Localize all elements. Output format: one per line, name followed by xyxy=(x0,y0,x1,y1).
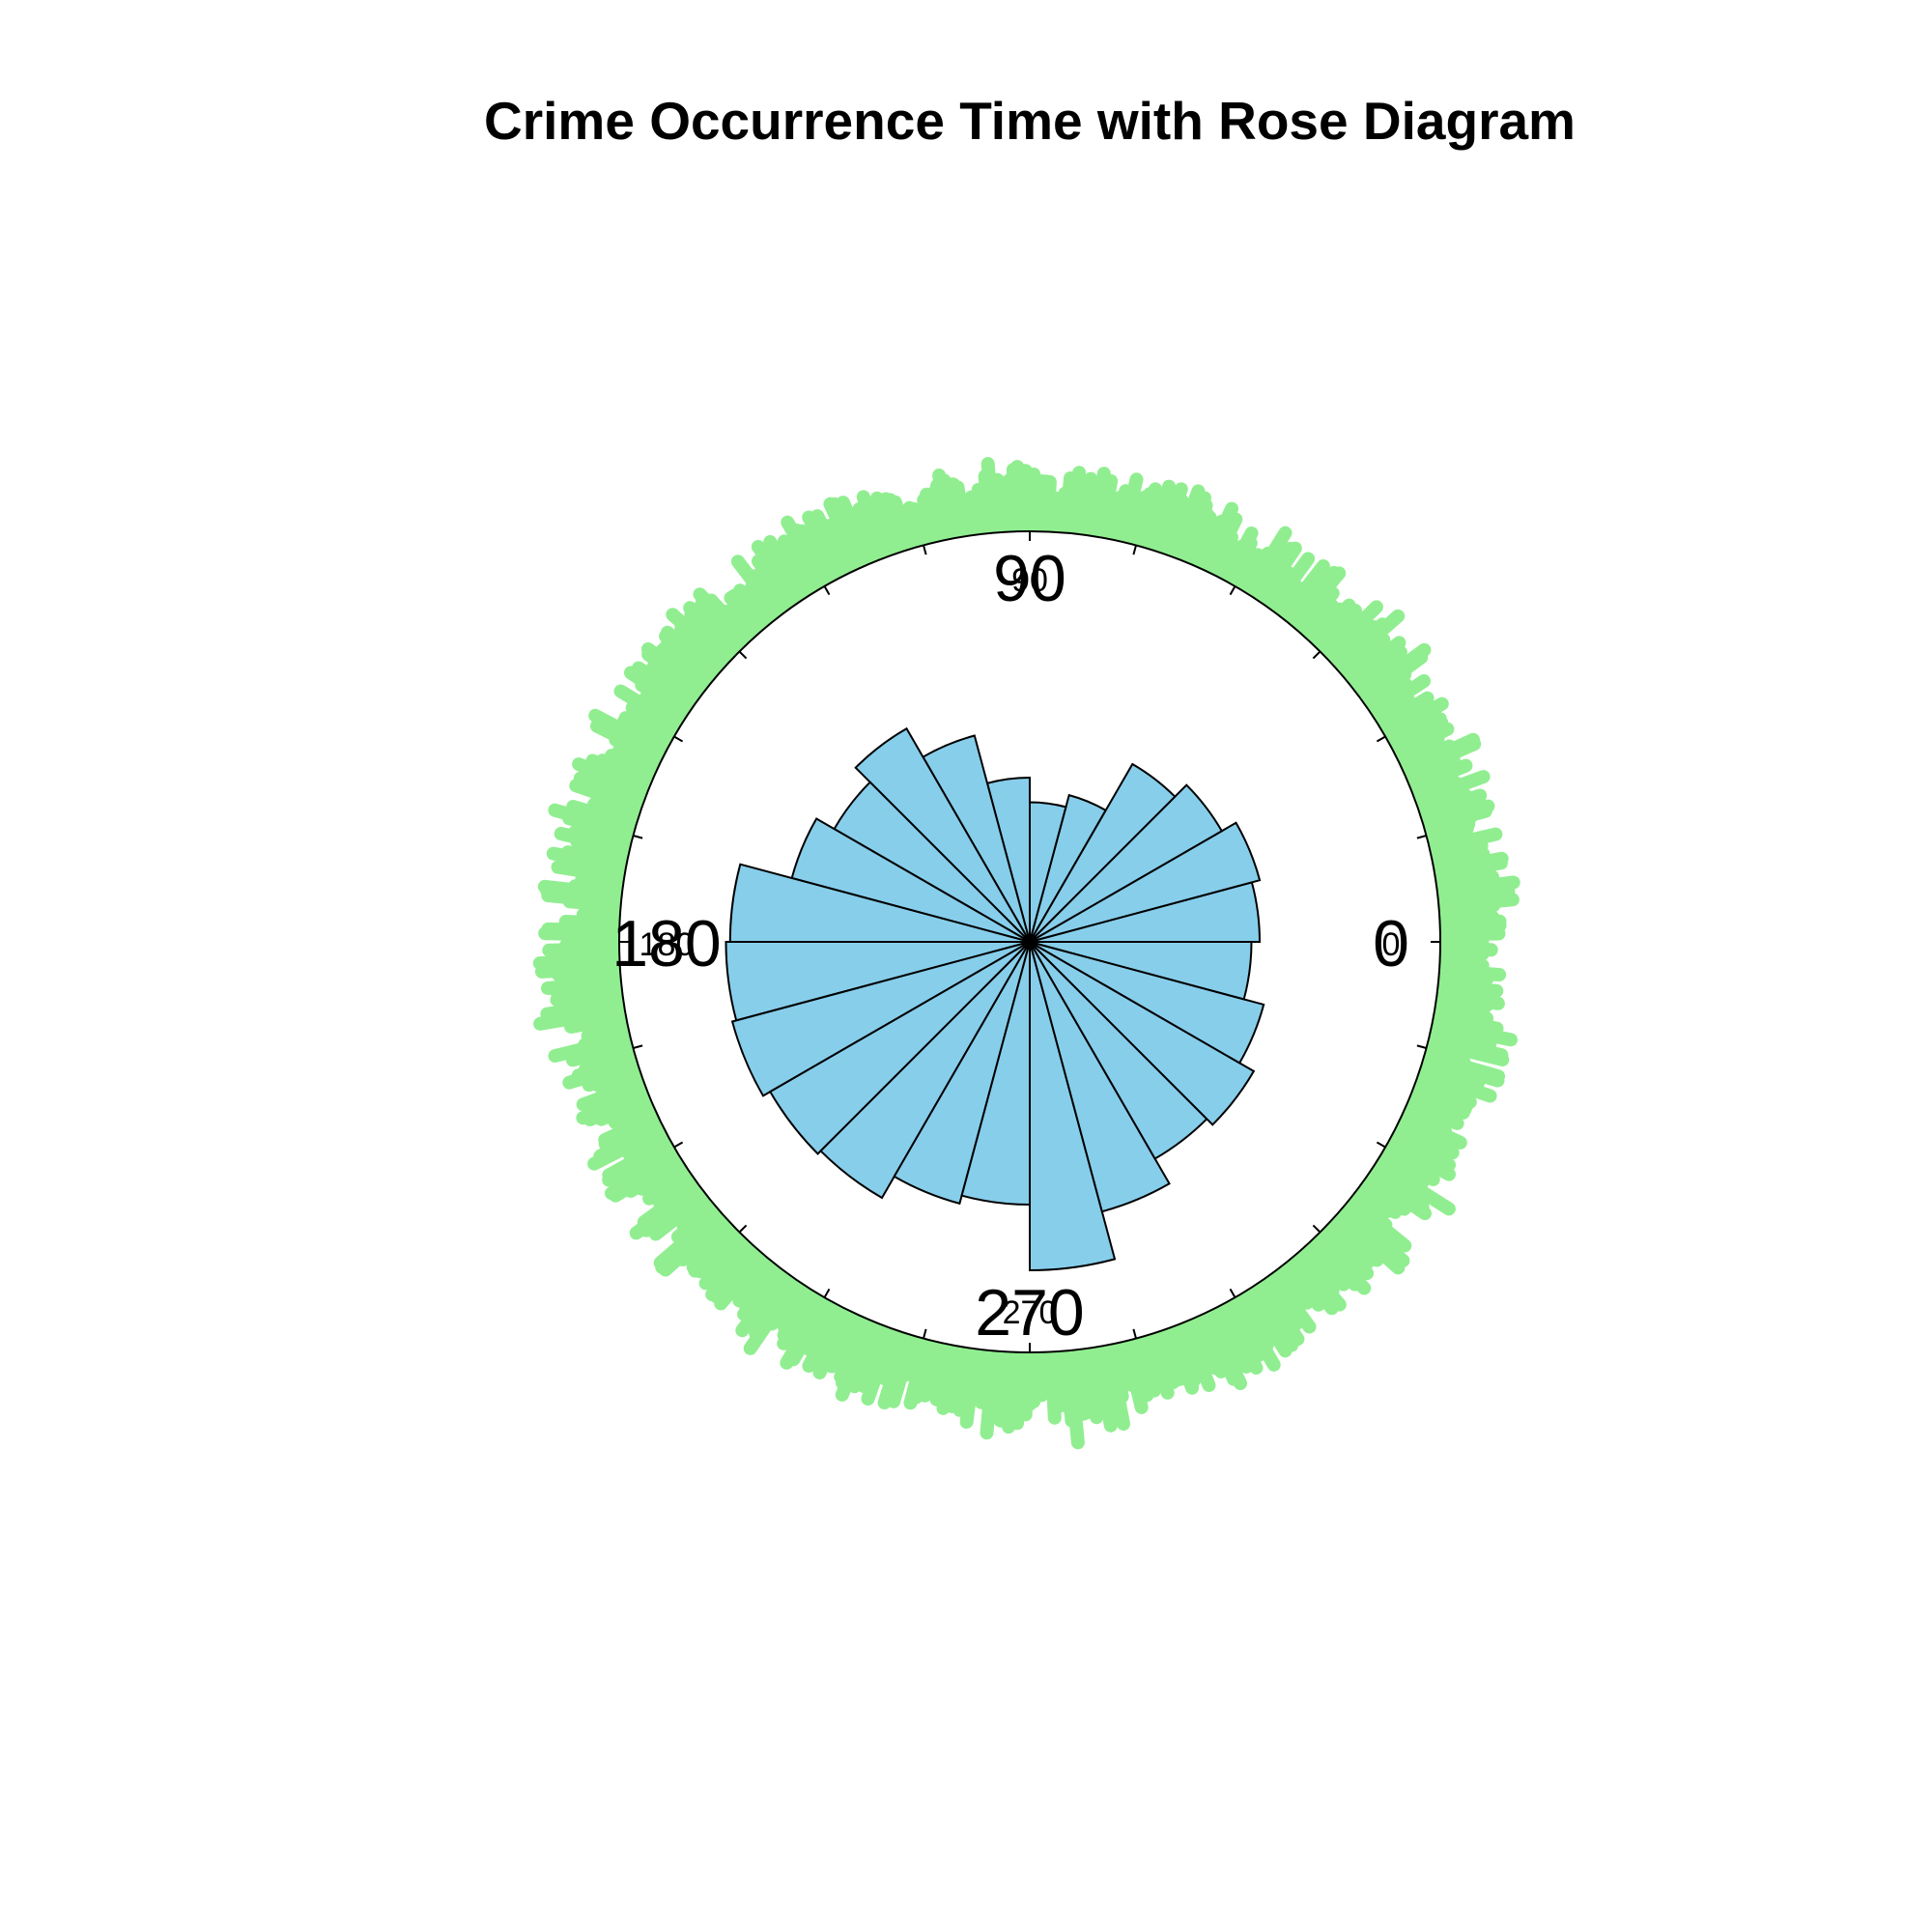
angle-tick xyxy=(1312,1224,1321,1234)
rose-petal xyxy=(1029,941,1265,1065)
rose-petal xyxy=(1029,821,1262,943)
circular-data-points xyxy=(532,457,1520,1450)
rose-petal xyxy=(1029,793,1107,943)
rose-petal xyxy=(854,726,1031,943)
rose-petal xyxy=(1029,762,1177,943)
rose-petal xyxy=(893,941,1031,1206)
rose-petal xyxy=(1029,941,1171,1213)
angle-tick xyxy=(633,1044,643,1049)
center-point xyxy=(1023,935,1037,949)
angle-tick xyxy=(738,650,748,660)
angle-tick xyxy=(1416,835,1427,839)
rose-petal xyxy=(768,941,1031,1155)
rose-petal xyxy=(1029,941,1253,1001)
angle-tick xyxy=(673,1141,684,1149)
angle-tick xyxy=(1376,1141,1386,1149)
angle-tick xyxy=(923,1328,927,1339)
angle-label-small-270: 270 xyxy=(1003,1294,1058,1331)
angle-tick xyxy=(923,545,927,555)
angle-label-small-90: 90 xyxy=(1011,562,1048,599)
angle-tick xyxy=(1132,1328,1137,1339)
angle-tick xyxy=(633,835,643,839)
angle-tick xyxy=(1416,1044,1427,1049)
rose-petal xyxy=(1029,783,1224,943)
rose-petal xyxy=(1029,941,1256,1126)
angle-tick xyxy=(823,1288,831,1298)
chart-title: Crime Occurrence Time with Rose Diagram xyxy=(484,91,1576,151)
rose-petals xyxy=(724,726,1265,1272)
angle-label-small-0: 0 xyxy=(1382,926,1401,963)
angle-tick xyxy=(1312,650,1321,660)
angle-tick xyxy=(1132,545,1137,555)
angle-tick xyxy=(1229,1288,1236,1298)
angle-tick xyxy=(1229,585,1236,596)
angle-label-90: 90 xyxy=(993,542,1066,615)
angle-label-270: 270 xyxy=(975,1276,1084,1350)
angle-tick xyxy=(738,1224,748,1234)
angle-label-small-180: 180 xyxy=(639,926,695,963)
angle-label-180: 180 xyxy=(611,907,721,980)
angle-tick xyxy=(823,585,831,596)
angle-tick xyxy=(1376,735,1386,743)
angle-tick xyxy=(673,735,684,743)
rose-petal xyxy=(819,941,1031,1200)
angle-ticks xyxy=(619,531,1440,1352)
rose-petal xyxy=(730,941,1031,1097)
angle-label-0: 0 xyxy=(1373,907,1409,980)
